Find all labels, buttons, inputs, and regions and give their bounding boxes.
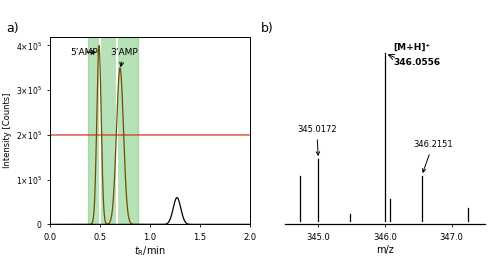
X-axis label: $t_\mathrm{R}$/min: $t_\mathrm{R}$/min [134, 245, 166, 258]
Text: 3’AMP: 3’AMP [110, 48, 138, 66]
Text: 346.0556: 346.0556 [393, 58, 440, 67]
Text: 5’AMP: 5’AMP [70, 48, 98, 57]
Text: 345.0172: 345.0172 [297, 125, 337, 155]
Text: b): b) [261, 21, 274, 34]
Text: [M+H]⁺: [M+H]⁺ [393, 43, 430, 52]
X-axis label: m/z: m/z [376, 245, 394, 254]
Y-axis label: Intensity [Counts]: Intensity [Counts] [2, 93, 12, 168]
Bar [88, 37, 138, 224]
Text: a): a) [6, 21, 18, 34]
Text: 346.2151: 346.2151 [413, 140, 453, 172]
